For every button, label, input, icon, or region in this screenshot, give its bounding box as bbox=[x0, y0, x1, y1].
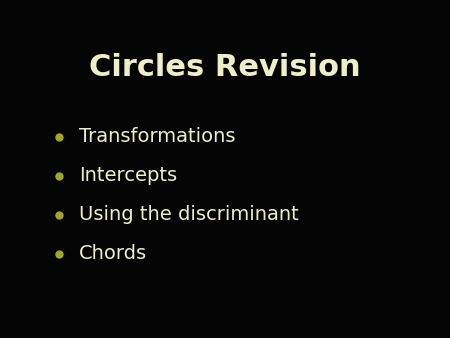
Text: Chords: Chords bbox=[79, 244, 147, 263]
Text: Transformations: Transformations bbox=[79, 127, 235, 146]
Text: Intercepts: Intercepts bbox=[79, 166, 177, 185]
Text: Using the discriminant: Using the discriminant bbox=[79, 205, 298, 224]
Text: Circles Revision: Circles Revision bbox=[89, 53, 361, 82]
